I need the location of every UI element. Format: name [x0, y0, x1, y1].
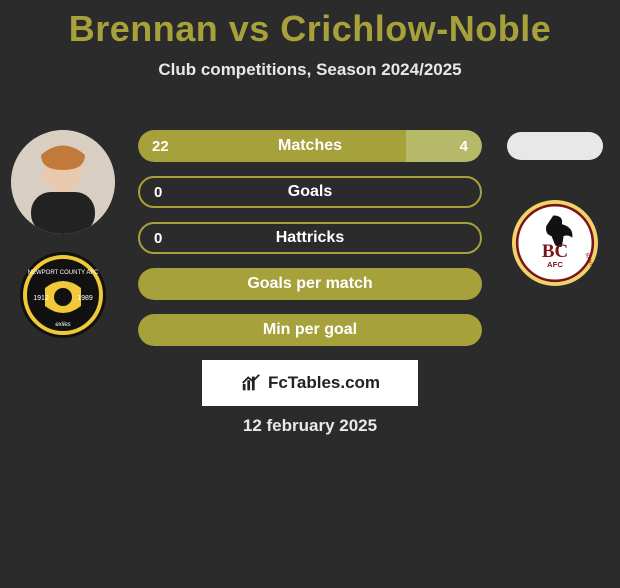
- bar-value-right: 4: [460, 130, 468, 162]
- stat-bar-hattricks: Hattricks0: [138, 222, 482, 254]
- right-player-avatar: [507, 132, 603, 160]
- bar-value-left: 22: [152, 130, 169, 162]
- bar-label: Goals: [140, 178, 480, 206]
- svg-text:1989: 1989: [77, 295, 93, 302]
- svg-text:exiles: exiles: [55, 322, 70, 328]
- crest-icon: NEWPORT COUNTY AFC 1912 1989 exiles: [20, 252, 106, 338]
- bar-value-left: 0: [154, 178, 162, 206]
- page-title: Brennan vs Crichlow-Noble: [0, 8, 620, 50]
- left-player-avatar: [11, 130, 115, 234]
- right-player-column: BC AFC BANT: [500, 130, 610, 286]
- stat-bar-min-per-goal: Min per goal: [138, 314, 482, 346]
- bar-value-left: 0: [154, 224, 162, 252]
- stat-bar-goals-per-match: Goals per match: [138, 268, 482, 300]
- stat-bar-matches: Matches224: [138, 130, 482, 162]
- date-text: 12 february 2025: [0, 416, 620, 436]
- svg-text:NEWPORT COUNTY AFC: NEWPORT COUNTY AFC: [28, 270, 99, 276]
- chart-icon: [240, 372, 262, 394]
- bar-right-fill: [406, 130, 482, 162]
- bar-left-fill: [138, 314, 482, 346]
- bar-label: Hattricks: [140, 224, 480, 252]
- brand-text: FcTables.com: [268, 373, 380, 393]
- brand-box[interactable]: FcTables.com: [202, 360, 418, 406]
- left-club-crest: NEWPORT COUNTY AFC 1912 1989 exiles: [20, 252, 106, 338]
- avatar-placeholder-icon: [11, 130, 115, 234]
- comparison-container: Brennan vs Crichlow-Noble Club competiti…: [0, 8, 620, 588]
- svg-text:1912: 1912: [33, 295, 49, 302]
- crest-icon: BC AFC BANT: [512, 193, 598, 293]
- right-club-crest: BC AFC BANT: [512, 200, 598, 286]
- svg-text:AFC: AFC: [547, 260, 563, 269]
- stat-bars: Matches224Goals0Hattricks0Goals per matc…: [138, 130, 482, 346]
- left-player-column: NEWPORT COUNTY AFC 1912 1989 exiles: [8, 130, 118, 338]
- stat-bar-goals: Goals0: [138, 176, 482, 208]
- svg-text:BC: BC: [542, 241, 568, 262]
- bar-left-fill: [138, 268, 482, 300]
- bar-left-fill: [138, 130, 406, 162]
- page-subtitle: Club competitions, Season 2024/2025: [0, 60, 620, 80]
